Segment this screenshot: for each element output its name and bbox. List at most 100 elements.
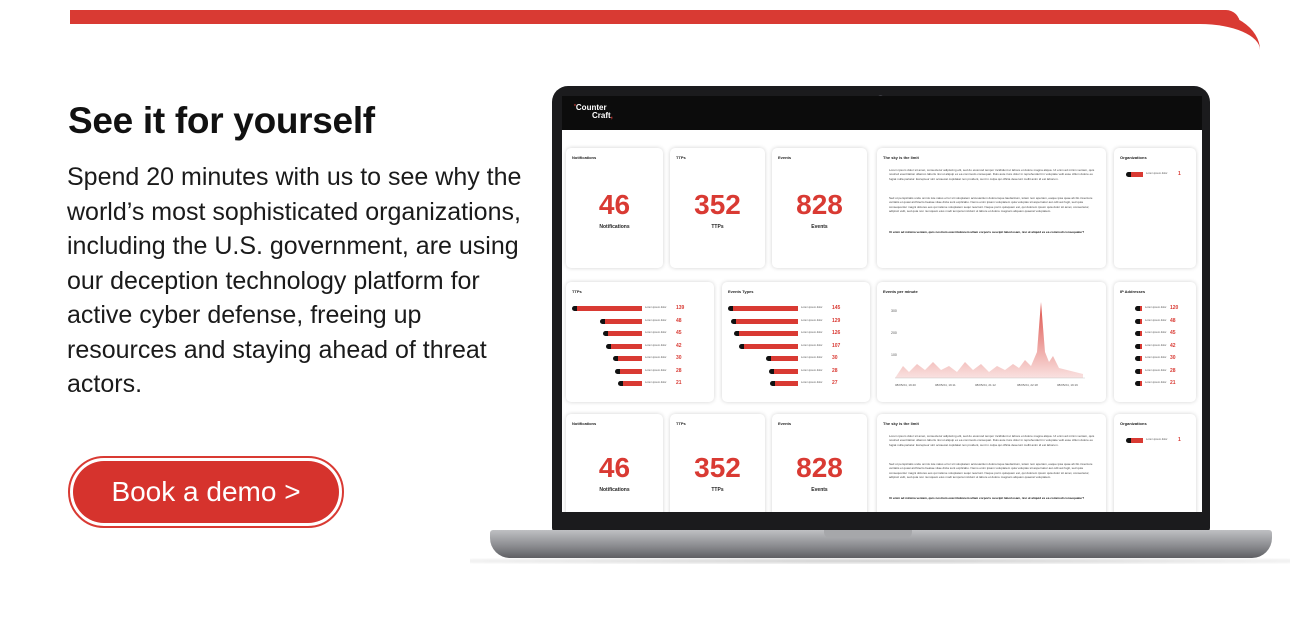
bar-row: Lorem ipsum dolor 145 bbox=[728, 305, 868, 311]
bar-value: 30 bbox=[676, 355, 682, 361]
card-label: Notifications bbox=[599, 487, 630, 493]
events-card: Events 828 Events bbox=[772, 148, 867, 268]
bar-row: Lorem ipsum dolor 42 bbox=[572, 342, 712, 349]
bar-row: Lorem ipsum dolor 28 bbox=[572, 367, 712, 374]
bar-cap bbox=[1135, 356, 1140, 361]
bar-label: Lorem ipsum dolor bbox=[645, 343, 667, 347]
bar-label: Lorem ipsum dolor bbox=[1145, 356, 1167, 359]
bar-fill bbox=[620, 368, 642, 374]
paragraph: Ut enim ad minima veniam, quis nostrum e… bbox=[889, 496, 1085, 500]
top-accent-curve bbox=[1190, 10, 1260, 50]
bar-row: Lorem ipsum dolor 126 bbox=[728, 330, 868, 336]
notifications-card: Notifications 46 Notifications bbox=[566, 414, 663, 512]
card-title: The sky is the limit bbox=[883, 155, 919, 160]
bar-value: 145 bbox=[832, 305, 841, 311]
ttps-card: TTPs 352 TTPs bbox=[670, 148, 765, 268]
dashboard-header: 'Counter Craft, bbox=[562, 96, 1202, 130]
card-title: TTPs bbox=[572, 289, 582, 294]
bar-label: Lorem ipsum dolor bbox=[645, 356, 667, 359]
bar-fill bbox=[1140, 306, 1142, 311]
bar-fill bbox=[1140, 343, 1142, 349]
bar-fill bbox=[618, 356, 642, 361]
bar-row: Lorem ipsum dolor 48 bbox=[572, 318, 712, 324]
y-tick: 100 bbox=[891, 353, 897, 357]
paragraph: Ut enim ad minima veniam, quis nostrum e… bbox=[889, 230, 1085, 234]
bar-cap bbox=[613, 356, 618, 361]
card-title: Events bbox=[778, 155, 792, 160]
card-title: Notifications bbox=[572, 421, 597, 426]
bar-value: 21 bbox=[1170, 380, 1176, 386]
y-tick: 200 bbox=[891, 331, 897, 335]
bar-fill bbox=[577, 306, 642, 311]
bar-row: Lorem ipsum dolor 42 bbox=[1120, 343, 1196, 349]
x-tick: 08/05/24, 19:19 bbox=[1057, 383, 1078, 387]
paragraph: Sed ut perspiciatis unde omnis iste natu… bbox=[889, 462, 1093, 480]
card-value: 46 bbox=[598, 452, 631, 483]
cta-outline bbox=[68, 456, 344, 528]
bar-label: Lorem ipsum dolor bbox=[1145, 368, 1167, 372]
bar-value: 30 bbox=[1170, 355, 1176, 361]
bar-value: 45 bbox=[1170, 330, 1176, 336]
book-demo-button[interactable]: Book a demo > bbox=[73, 461, 339, 523]
card-label: Events bbox=[811, 224, 828, 230]
bar-label: Lorem ipsum dolor bbox=[645, 306, 667, 309]
bar-cap bbox=[572, 306, 577, 311]
area-series bbox=[895, 302, 1083, 378]
card-title: Events bbox=[778, 421, 792, 426]
description-text: Spend 20 minutes with us to see why the … bbox=[67, 163, 522, 398]
bar-cap bbox=[734, 331, 739, 336]
laptop-notch bbox=[824, 530, 912, 538]
bar-row: Lorem ipsum dolor 1 bbox=[1126, 171, 1196, 177]
bar-value: 129 bbox=[832, 317, 841, 324]
bar-label: Lorem ipsum dolor bbox=[801, 318, 823, 322]
bar-row: Lorem ipsum dolor 48 bbox=[1120, 317, 1196, 324]
bar-value: 28 bbox=[676, 367, 682, 374]
bar-cap bbox=[1135, 343, 1140, 349]
bar-cap bbox=[731, 318, 736, 324]
bar-cap bbox=[1135, 306, 1140, 311]
bar-row: Lorem ipsum dolor 28 bbox=[728, 368, 868, 374]
card-value: 828 bbox=[796, 189, 843, 220]
bar-fill bbox=[744, 343, 798, 349]
card-title: Events per minute bbox=[883, 289, 918, 294]
bar-label: Lorem ipsum dolor bbox=[801, 368, 823, 372]
ip-addresses-card: IP Addresses Lorem ipsum dolor 120 Lorem i… bbox=[1114, 282, 1196, 402]
bar-cap bbox=[606, 343, 611, 349]
bar-row: Lorem ipsum dolor 120 bbox=[1120, 305, 1196, 311]
bar-label: Lorem ipsum dolor bbox=[1145, 381, 1167, 384]
bar-cap bbox=[1135, 381, 1140, 386]
card-value: 828 bbox=[796, 452, 843, 483]
bar-fill bbox=[611, 343, 642, 349]
card-title: Organizations bbox=[1120, 155, 1147, 160]
bar-fill bbox=[736, 318, 798, 324]
bar-fill bbox=[775, 381, 798, 386]
bar-label: Lorem ipsum dolor bbox=[645, 318, 667, 322]
card-value: 352 bbox=[694, 452, 741, 483]
bar-label: Lorem ipsum dolor bbox=[645, 381, 667, 384]
card-value: 46 bbox=[598, 189, 631, 220]
card-title: TTPs bbox=[676, 421, 686, 426]
bar-value: 48 bbox=[1170, 317, 1176, 324]
bar-row: Lorem ipsum dolor 107 bbox=[728, 343, 868, 349]
bar-cap bbox=[615, 368, 620, 374]
sky-limit-card: The sky is the limit Lorem ipsum dolor s… bbox=[877, 414, 1106, 512]
events-per-minute-chart: 300 200 100 08/05/24, 19:40 08/05/24, 19… bbox=[891, 302, 1085, 387]
bar-value: 21 bbox=[676, 380, 682, 386]
x-tick: 08/05/24, 22:18 bbox=[1017, 383, 1038, 387]
bar-label: Lorem ipsum dolor bbox=[645, 331, 667, 334]
bar-label: Lorem ipsum dolor bbox=[801, 331, 823, 334]
notifications-card: Notifications 46 Notifications bbox=[566, 148, 663, 268]
bar-cap bbox=[728, 306, 733, 311]
card-title: Notifications bbox=[572, 155, 597, 160]
bar-row: Lorem ipsum dolor 30 bbox=[1120, 355, 1196, 361]
bar-label: Lorem ipsum dolor bbox=[801, 343, 823, 347]
bar-value: 45 bbox=[676, 330, 682, 336]
laptop-shadow bbox=[470, 558, 1290, 564]
bar-value: 42 bbox=[676, 342, 682, 349]
bar-fill bbox=[1140, 331, 1142, 336]
bar-fill bbox=[1140, 368, 1142, 374]
bar-label: Lorem ipsum dolor bbox=[801, 306, 823, 309]
bar-value: 120 bbox=[1170, 305, 1179, 311]
events-per-minute-card: Events per minute 300 200 100 08/05/24, … bbox=[877, 282, 1106, 402]
bar-label: Lorem ipsum dolor bbox=[1145, 318, 1167, 322]
